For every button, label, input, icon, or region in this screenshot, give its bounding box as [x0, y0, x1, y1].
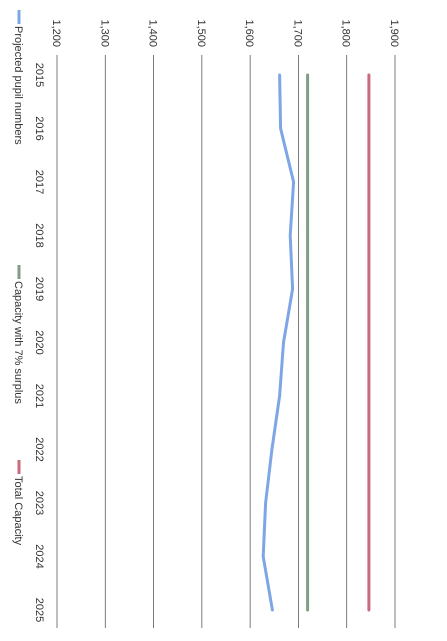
series-lines [261, 73, 371, 612]
y-axis-tick-labels: 1,200 1,300 1,400 1,500 1,600 1,700 1,800 1,900 [50, 19, 400, 47]
x-tick-label: 2021 [33, 384, 45, 408]
chart-plot-rotated: 1,200 1,300 1,400 1,500 1,600 1,700 1,800 1,900… [12, 10, 400, 628]
x-tick-label: 2025 [33, 598, 45, 622]
y-tick-label: 1,600 [243, 19, 255, 47]
x-tick-label: 2015 [33, 63, 45, 87]
x-tick-label: 2018 [33, 223, 45, 247]
x-tick-label: 2016 [33, 116, 45, 140]
y-tick-label: 1,200 [50, 19, 62, 47]
y-tick-label: 1,900 [388, 19, 400, 47]
legend-label: Capacity with 7% surplus [12, 281, 24, 404]
gridlines [56, 55, 396, 628]
y-tick-label: 1,500 [195, 19, 207, 47]
x-tick-label: 2023 [33, 491, 45, 515]
legend-label: Total Capacity [12, 476, 24, 546]
x-tick-label: 2020 [33, 330, 45, 354]
x-tick-label: 2024 [33, 544, 45, 568]
x-tick-label: 2019 [33, 277, 45, 301]
y-tick-label: 1,700 [291, 19, 303, 47]
y-tick-label: 1,300 [98, 19, 110, 47]
x-axis-tick-labels: 2015 2016 2017 2018 2019 2020 2021 2022 2023 2024… [33, 63, 45, 622]
series-line-projected-pupil-numbers [261, 73, 296, 612]
y-tick-label: 1,400 [147, 19, 159, 47]
x-tick-label: 2022 [33, 437, 45, 461]
x-tick-label: 2017 [33, 170, 45, 194]
legend: Projected pupil numbers Capacity with 7% … [12, 10, 24, 546]
y-tick-label: 1,800 [340, 19, 352, 47]
legend-label: Projected pupil numbers [12, 26, 24, 145]
